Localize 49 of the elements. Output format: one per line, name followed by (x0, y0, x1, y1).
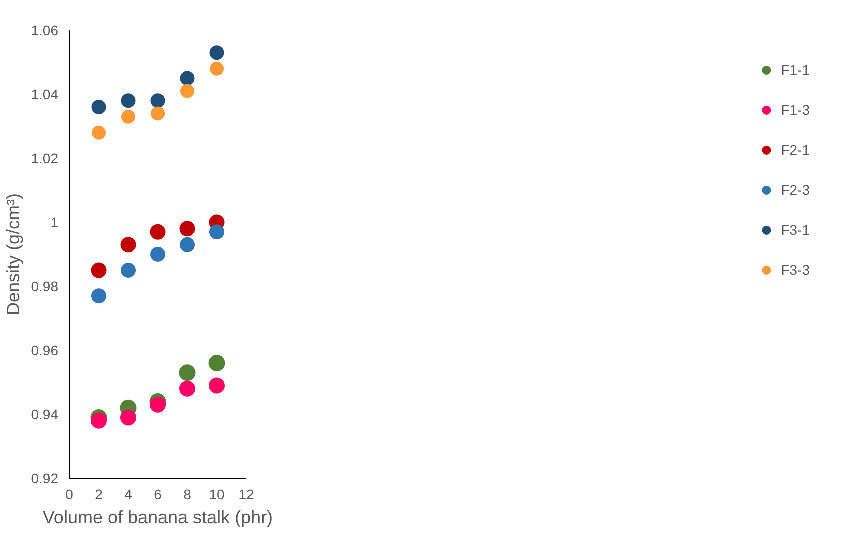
point (210, 62, 224, 76)
y-tick-label: 1.04 (31, 86, 59, 102)
y-tick-label: 0.96 (31, 342, 59, 358)
point (209, 378, 225, 394)
point (92, 100, 106, 115)
point (150, 247, 166, 262)
x-tick-label: 0 (66, 486, 74, 502)
x-axis-title: Volume of banana stalk (phr) (42, 508, 274, 528)
point (208, 355, 226, 372)
point (150, 94, 166, 108)
point (91, 262, 107, 278)
point (150, 224, 166, 240)
legend-label: F1-3 (781, 102, 810, 118)
point (179, 364, 196, 382)
x-tick-label: 8 (184, 486, 192, 502)
point (180, 221, 196, 237)
point (210, 46, 224, 60)
legend-label: F3-3 (781, 262, 810, 278)
point (180, 71, 195, 86)
point (121, 263, 136, 278)
point (210, 224, 224, 240)
x-tick-label: 6 (154, 486, 162, 502)
legend-label: F1-1 (781, 62, 810, 78)
x-tick-label: 2 (95, 486, 104, 502)
point (92, 288, 106, 304)
x-tick-label: 4 (124, 486, 133, 502)
point (180, 237, 195, 252)
point (180, 380, 196, 397)
y-axis-title: Density (g/cm³) (3, 193, 24, 316)
point (120, 237, 136, 253)
point (120, 410, 136, 426)
y-tick-label: 1.02 (31, 150, 59, 166)
legend-label: F2-1 (781, 142, 810, 158)
point (180, 84, 194, 98)
x-tick-label: 12 (238, 486, 254, 502)
point (122, 110, 136, 124)
y-tick-label: 1 (50, 214, 59, 230)
y-tick-label: 0.92 (31, 470, 59, 486)
legend-label: F3-1 (781, 222, 810, 238)
y-tick-label: 0.94 (31, 406, 59, 422)
y-tick-label: 1.06 (31, 22, 59, 38)
point (92, 126, 106, 140)
legend-label: F2-3 (781, 182, 810, 198)
y-tick-label: 0.98 (31, 278, 59, 294)
point (150, 396, 166, 413)
point (121, 94, 136, 108)
point (91, 412, 107, 429)
point (151, 106, 165, 121)
x-tick-label: 10 (209, 486, 225, 502)
